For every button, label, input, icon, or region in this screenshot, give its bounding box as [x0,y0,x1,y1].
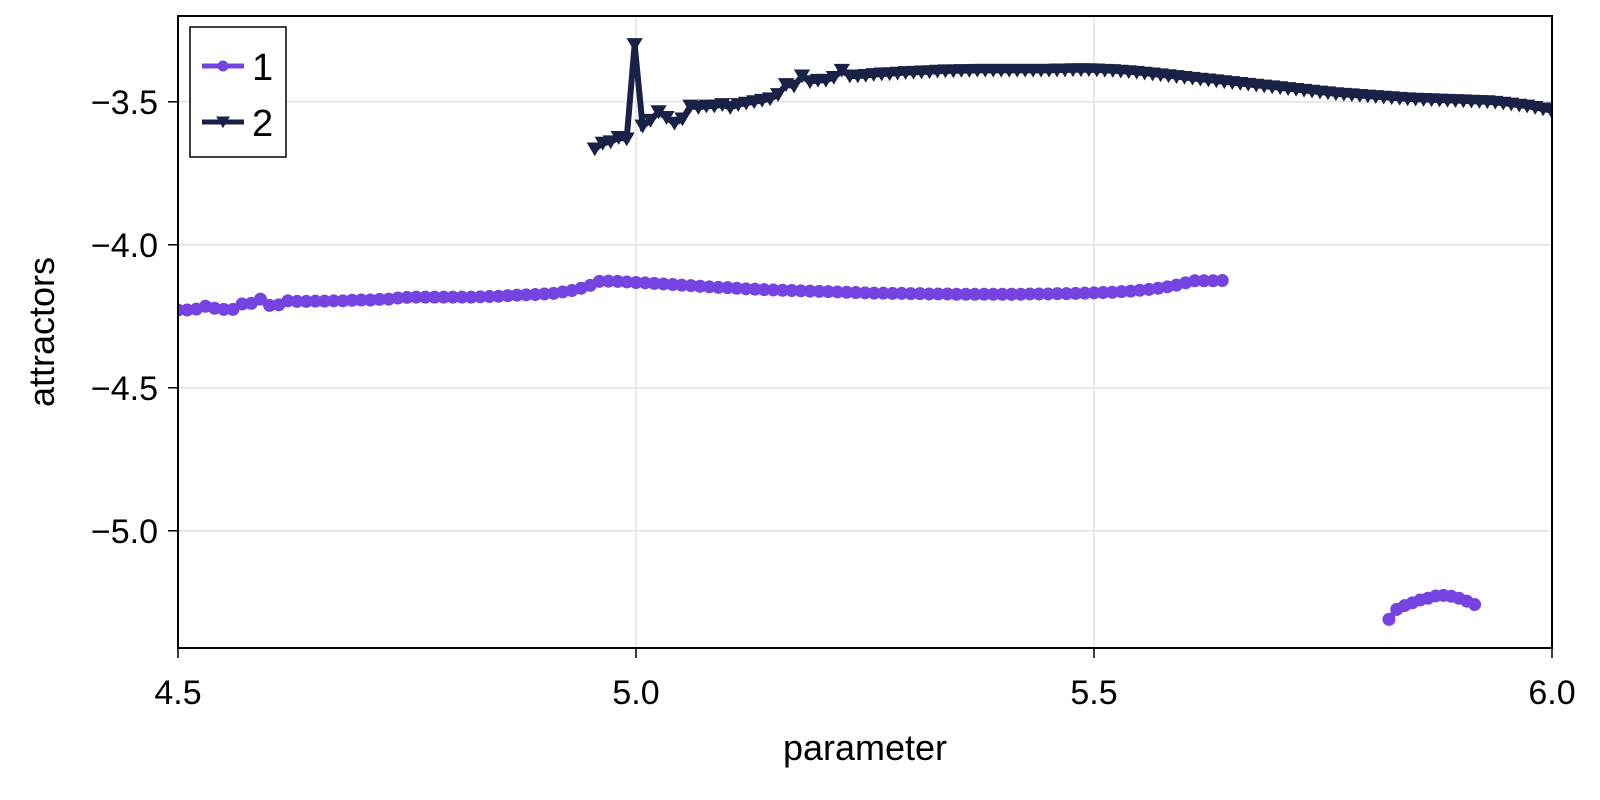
legend: 12 [189,26,287,158]
x-tick-label: 4.5 [154,674,201,712]
legend-item-1: 1 [202,47,273,89]
x-axis: 4.5 5.0 5.5 6.0 [154,648,1576,712]
y-tick-label: −5.0 [91,513,158,551]
x-axis-label: parameter [783,727,947,768]
legend-box [189,26,287,158]
grid-lines [177,16,1553,648]
y-tick-label: −4.5 [91,370,158,408]
y-axis-label: attractors [21,257,62,407]
plot-area [178,38,1552,626]
legend-label: 2 [252,103,273,145]
legend-item-2: 2 [202,103,273,145]
series-1 [178,274,1482,626]
y-tick-label: −3.5 [91,84,158,122]
y-tick-label: −4.0 [91,227,158,265]
legend-label: 1 [252,47,273,89]
triangle-down-marker-icon [216,116,230,129]
circle-marker-icon [217,60,229,72]
x-tick-label: 5.5 [1070,674,1117,712]
plot-frame [177,15,1553,649]
y-axis: −3.5 −4.0 −4.5 −5.0 [91,84,178,551]
x-tick-label: 5.0 [612,674,659,712]
x-tick-label: 6.0 [1528,674,1575,712]
series-2 [586,38,1552,157]
